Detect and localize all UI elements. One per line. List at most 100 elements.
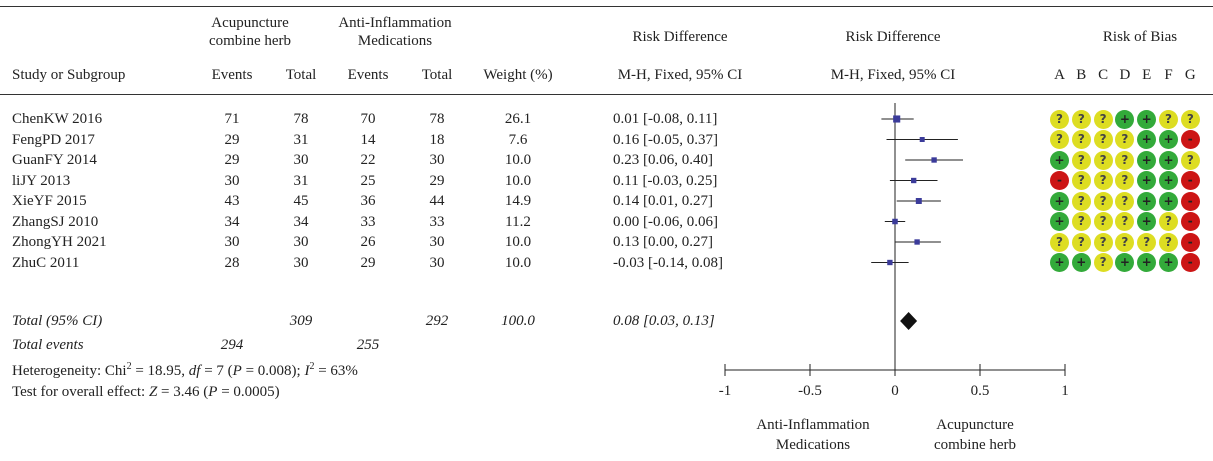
- rob-indicator: ?: [1071, 150, 1091, 170]
- total-events-label: Total events: [12, 337, 84, 353]
- study-name: ZhangSJ 2010: [12, 213, 99, 230]
- total-weight: 100.0: [501, 313, 535, 329]
- effect-square: [914, 239, 920, 245]
- rob-indicator: ?: [1137, 232, 1157, 252]
- rob-indicator: ?: [1050, 130, 1069, 149]
- total-events-e1: 294: [220, 337, 244, 353]
- favours-right-line2: combine herb: [933, 437, 1017, 453]
- overall-effect-text: Test for overall effect: Z = 3.46 (P = 0…: [12, 384, 280, 400]
- rob-indicator: -: [1180, 232, 1200, 252]
- group1-header-line2: combine herb: [208, 33, 292, 49]
- events1-value: 29: [224, 131, 240, 148]
- rob-indicator: +: [1050, 212, 1069, 231]
- ci-value: 0.14 [0.01, 0.27]: [613, 193, 713, 209]
- rob-indicator: +: [1137, 130, 1157, 149]
- rob-indicator: +: [1137, 109, 1157, 129]
- effect-square: [911, 177, 917, 184]
- events1-value: 28: [224, 254, 240, 271]
- weight-value: 10.0: [504, 254, 532, 271]
- rob-indicator: ?: [1093, 191, 1113, 211]
- ci-value: 0.00 [-0.06, 0.06]: [613, 213, 718, 230]
- total-ci: 0.08 [0.03, 0.13]: [613, 313, 715, 329]
- rob-indicator: +: [1115, 253, 1135, 272]
- rob-indicator: ?: [1115, 150, 1135, 170]
- rob-indicator: -: [1180, 130, 1200, 149]
- weight-value: 10.0: [504, 172, 532, 189]
- rob-indicator: ?: [1115, 130, 1135, 149]
- rob-letter: G: [1184, 67, 1196, 83]
- total2-value: 78: [429, 111, 445, 127]
- total1-value: 30: [293, 254, 309, 271]
- total1-value: 30: [293, 234, 309, 250]
- events2-value: 14: [360, 131, 376, 148]
- study-name: ChenKW 2016: [12, 111, 103, 127]
- study-column-header: Study or Subgroup: [12, 67, 126, 83]
- rob-indicator: ?: [1093, 171, 1113, 190]
- weight-value: 10.0: [504, 234, 532, 250]
- study-name: XieYF 2015: [12, 193, 87, 209]
- events2-value: 26: [360, 234, 376, 250]
- total1-value: 45: [293, 193, 309, 209]
- study-name: ZhongYH 2021: [12, 234, 107, 250]
- events1-value: 34: [224, 213, 240, 230]
- study-name: GuanFY 2014: [12, 152, 97, 168]
- weight-column-header: Weight (%): [483, 67, 553, 83]
- pooled-effect-diamond: [900, 312, 918, 330]
- rob-indicator: -: [1180, 212, 1200, 231]
- rob-indicator: +: [1137, 212, 1157, 231]
- rob-indicator: ?: [1071, 232, 1091, 252]
- effect-square: [892, 218, 898, 225]
- rob-indicator: +: [1050, 150, 1069, 170]
- total2-column-header: Total: [421, 67, 453, 83]
- top-rule: [0, 6, 1213, 7]
- rob-indicator: -: [1180, 253, 1200, 272]
- rob-letter: B: [1076, 67, 1087, 83]
- events1-value: 71: [224, 111, 240, 127]
- total-events-e2: 255: [356, 337, 380, 353]
- rob-indicator: ?: [1115, 191, 1135, 211]
- study-name: ZhuC 2011: [12, 254, 80, 271]
- events2-value: 22: [360, 152, 376, 168]
- total2-value: 18: [429, 131, 445, 148]
- rob-indicator: -: [1180, 191, 1200, 211]
- rob-indicator: ?: [1159, 109, 1178, 129]
- ci-value: 0.01 [-0.08, 0.11]: [613, 111, 718, 127]
- events2-value: 70: [360, 111, 376, 127]
- rob-indicator: +: [1050, 191, 1069, 211]
- x-tick-label: -1: [718, 383, 732, 399]
- rob-indicator: ?: [1071, 212, 1091, 231]
- rob-indicator: +: [1159, 253, 1178, 272]
- header-rule: [0, 94, 1213, 95]
- rob-indicator: +: [1159, 191, 1178, 211]
- total1-value: 78: [293, 111, 309, 127]
- rob-indicator: ?: [1093, 212, 1113, 231]
- heterogeneity-text: Heterogeneity: Chi2 = 18.95, df = 7 (P =…: [12, 361, 358, 379]
- rd-plot-header-title: Risk Difference: [845, 29, 941, 45]
- rob-indicator: +: [1137, 150, 1157, 170]
- rob-indicator: ?: [1050, 109, 1069, 129]
- study-name: FengPD 2017: [12, 131, 95, 148]
- rob-indicator: ?: [1071, 191, 1091, 211]
- rob-indicator: +: [1137, 171, 1157, 190]
- rob-indicator: ?: [1071, 130, 1091, 149]
- rob-indicator: +: [1159, 130, 1178, 149]
- rob-indicator: ?: [1159, 212, 1178, 231]
- events1-value: 29: [224, 152, 240, 168]
- rd-method-header: M-H, Fixed, 95% CI: [617, 67, 743, 83]
- weight-value: 7.6: [508, 131, 528, 148]
- rob-letter: A: [1054, 67, 1065, 83]
- events1-value: 43: [224, 193, 240, 209]
- rob-indicator: ?: [1050, 232, 1069, 252]
- rob-indicator: ?: [1115, 232, 1135, 252]
- rd-plot-method-header: M-H, Fixed, 95% CI: [830, 67, 956, 83]
- rob-indicator: +: [1159, 171, 1178, 190]
- events2-value: 25: [360, 172, 376, 189]
- ci-value: -0.03 [-0.14, 0.08]: [613, 254, 723, 271]
- total2-value: 44: [429, 193, 445, 209]
- rob-indicator: ?: [1071, 109, 1091, 129]
- total1-value: 34: [293, 213, 309, 230]
- events1-column-header: Events: [211, 67, 253, 83]
- total2-value: 30: [429, 152, 445, 168]
- rob-indicator: ?: [1180, 150, 1200, 170]
